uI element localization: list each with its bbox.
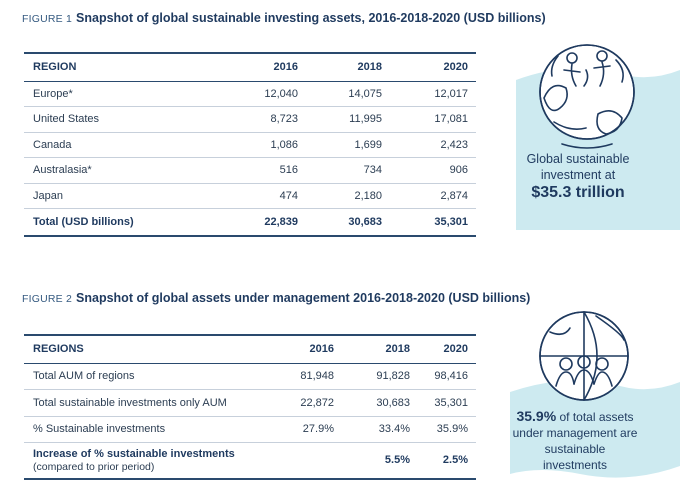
callout-line: of total assets — [556, 410, 634, 424]
increase-row: Increase of % sustainable investments (c… — [24, 442, 476, 479]
callout-line: Global sustainable — [526, 152, 630, 166]
value-cell: 22,872 — [300, 396, 334, 409]
figure2-number: FIGURE 2 — [22, 293, 73, 305]
increase-label-main: Increase of % sustainable investments — [33, 447, 235, 460]
value-cell: 474 — [279, 189, 298, 202]
column-header-2016: 2016 — [273, 61, 298, 74]
figure2-title-text: Snapshot of global assets under manageme… — [76, 291, 531, 305]
region-cell: Japan — [33, 189, 63, 202]
table-row: United States 8,723 11,995 17,081 — [24, 107, 476, 132]
increase-sublabel: (compared to prior period) — [33, 460, 155, 473]
table-row: % Sustainable investments 27.9% 33.4% 35… — [24, 416, 476, 443]
table-row: Canada 1,086 1,699 2,423 — [24, 132, 476, 158]
value-cell: 1,699 — [354, 138, 382, 151]
value-cell: 2,874 — [440, 189, 468, 202]
total-row: Total (USD billions) 22,839 30,683 35,30… — [24, 208, 476, 236]
figure1-title-text: Snapshot of global sustainable investing… — [76, 11, 546, 25]
increase-value — [254, 443, 342, 479]
callout-highlight: 35.9% — [516, 408, 557, 424]
people-globe-icon — [539, 44, 635, 149]
value-cell: 30,683 — [376, 396, 410, 409]
increase-label: Increase of % sustainable investments (c… — [24, 443, 254, 479]
total-value: 22,839 — [264, 215, 298, 228]
region-cell: Australasia* — [33, 164, 92, 177]
figure2-table: REGIONS 2016 2018 2020 Total AUM of regi… — [24, 334, 476, 480]
region-cell: Europe* — [33, 87, 73, 100]
figure1-side-panel — [516, 44, 680, 230]
callout-line: under management are — [512, 426, 638, 440]
callout-line: investment at — [540, 168, 616, 182]
increase-value: 2.5% — [442, 454, 468, 467]
column-header-2020: 2020 — [443, 343, 468, 356]
callout-highlight: $35.3 trillion — [531, 184, 625, 201]
table-row: Total AUM of regions 81,948 91,828 98,41… — [24, 363, 476, 390]
row-label: Total AUM of regions — [33, 370, 135, 383]
total-value: 30,683 — [348, 215, 382, 228]
value-cell: 734 — [363, 164, 382, 177]
value-cell: 906 — [449, 164, 468, 177]
figure2-callout: 35.9% of total assets under management a… — [512, 408, 638, 473]
table-row: Total sustainable investments only AUM 2… — [24, 390, 476, 416]
value-cell: 12,017 — [434, 87, 468, 100]
value-cell: 17,081 — [434, 113, 468, 126]
figure1-number: FIGURE 1 — [22, 13, 73, 25]
value-cell: 8,723 — [270, 113, 298, 126]
column-header-region: REGION — [33, 61, 77, 74]
value-cell: 81,948 — [300, 370, 334, 383]
value-cell: 35,301 — [434, 396, 468, 409]
value-cell: 11,995 — [349, 113, 382, 126]
value-cell: 2,423 — [440, 138, 468, 151]
column-header-2018: 2018 — [385, 343, 410, 356]
column-header-2020: 2020 — [443, 61, 468, 74]
value-cell: 98,416 — [434, 370, 468, 383]
globe-people-icon — [539, 311, 629, 401]
figure1-title: FIGURE 1 Snapshot of global sustainable i… — [22, 11, 546, 25]
value-cell: 516 — [279, 164, 298, 177]
value-cell: 35.9% — [436, 423, 468, 436]
table-header-row: REGION 2016 2018 2020 — [24, 53, 476, 81]
value-cell: 2,180 — [354, 189, 382, 202]
row-label: Total sustainable investments only AUM — [33, 396, 227, 409]
value-cell: 14,075 — [348, 87, 382, 100]
figure1-callout: Global sustainable investment at $35.3 t… — [516, 151, 640, 203]
row-label: % Sustainable investments — [33, 423, 166, 436]
table-row: Japan 474 2,180 2,874 — [24, 183, 476, 209]
region-cell: Canada — [33, 138, 72, 151]
table-row: Europe* 12,040 14,075 12,017 — [24, 81, 476, 107]
column-header-2018: 2018 — [357, 61, 382, 74]
total-label: Total (USD billions) — [33, 215, 134, 228]
figure2-side-panel — [510, 311, 680, 478]
figure2-title: FIGURE 2 Snapshot of global assets under … — [22, 291, 530, 305]
value-cell: 12,040 — [264, 87, 298, 100]
callout-line: sustainable investments — [542, 442, 608, 472]
figure1-table: REGION 2016 2018 2020 Europe* 12,040 14,… — [24, 52, 476, 237]
region-cell: United States — [33, 113, 100, 126]
total-value: 35,301 — [434, 215, 468, 228]
column-header-2016: 2016 — [309, 343, 334, 356]
value-cell: 27.9% — [302, 423, 334, 436]
table-header-row: REGIONS 2016 2018 2020 — [24, 335, 476, 363]
value-cell: 91,828 — [376, 370, 410, 383]
increase-value: 5.5% — [384, 454, 410, 467]
column-header-regions: REGIONS — [33, 343, 84, 356]
value-cell: 33.4% — [378, 423, 410, 436]
value-cell: 1,086 — [270, 138, 298, 151]
table-row: Australasia* 516 734 906 — [24, 158, 476, 183]
